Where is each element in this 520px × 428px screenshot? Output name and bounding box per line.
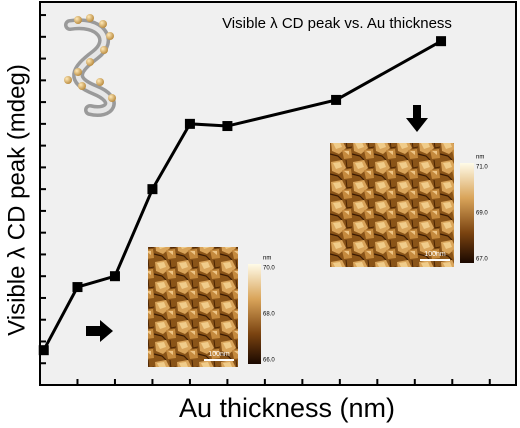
colorbar-unit: nm — [476, 155, 484, 161]
data-point — [38, 345, 49, 356]
colorbar-label: 68.0 — [263, 312, 275, 318]
data-point — [109, 271, 120, 282]
scale-bar-label: 100nm — [208, 351, 230, 358]
colorbar-label: 69.0 — [476, 211, 488, 217]
helix-icon — [64, 14, 116, 117]
data-point — [184, 118, 195, 129]
data-point — [436, 36, 447, 47]
scale-bar — [204, 359, 234, 361]
x-axis-label: Au thickness (nm) — [179, 393, 395, 423]
data-line — [42, 39, 442, 351]
y-axis-label: Visible λ CD peak (mdeg) — [3, 64, 30, 336]
colorbar-unit: nm — [263, 256, 271, 262]
afm-inset — [330, 143, 474, 267]
colorbar-label: 67.0 — [476, 257, 488, 263]
arrow — [406, 105, 428, 132]
data-point — [72, 282, 83, 293]
chart-title: Visible λ CD peak vs. Au thickness — [222, 15, 452, 32]
afm-inset — [148, 247, 261, 367]
colorbar-label: 70.0 — [263, 266, 275, 272]
colorbar-label: 66.0 — [263, 358, 275, 364]
scale-bar-label: 100nm — [424, 251, 446, 258]
data-point — [331, 94, 342, 105]
colorbar-label: 71.0 — [476, 165, 488, 171]
data-point — [147, 184, 158, 195]
arrow — [86, 320, 113, 342]
scale-bar — [420, 259, 450, 261]
data-point — [222, 121, 233, 132]
